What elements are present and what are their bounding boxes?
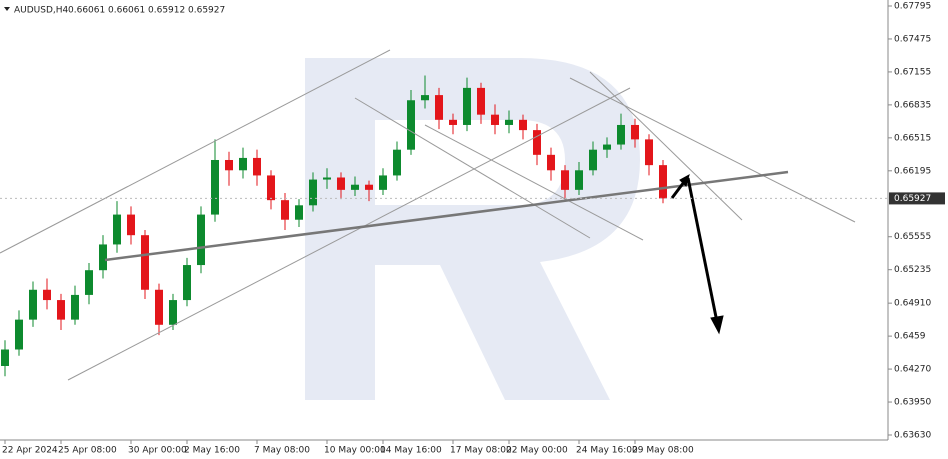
y-tick-label: 0.63950: [894, 398, 931, 408]
candle-body: [449, 119, 457, 125]
candle-body: [645, 139, 653, 166]
current-price-label: 0.65927: [894, 194, 931, 204]
candle-body: [253, 157, 261, 176]
plot-area: [1, 75, 667, 377]
y-tick-label: 0.67795: [894, 2, 931, 12]
candle-body: [211, 159, 219, 215]
candle-body: [239, 157, 247, 171]
channel-line: [67, 87, 631, 381]
y-tick-label: 0.66195: [894, 166, 931, 176]
candle-body: [127, 214, 135, 236]
candle-body: [561, 170, 569, 190]
candle-body: [393, 149, 401, 176]
candle-body: [85, 270, 93, 295]
candle-body: [533, 130, 541, 155]
x-tick-label: 22 Apr 2024: [2, 446, 58, 456]
candle-body: [407, 100, 415, 150]
trend-line: [569, 77, 856, 223]
candle-body: [421, 95, 429, 101]
candle-body: [575, 170, 583, 190]
candle-body: [281, 200, 289, 220]
candle-body: [225, 159, 233, 171]
candle-body: [267, 175, 275, 201]
candle-body: [113, 214, 121, 245]
y-tick-label: 0.67155: [894, 67, 931, 77]
trend-line: [354, 97, 591, 239]
candle-body: [491, 114, 499, 125]
candle-body: [505, 119, 513, 125]
ohlc-high: 0.66061: [108, 6, 145, 16]
x-tick-label: 24 May 16:00: [576, 446, 638, 456]
y-tick-label: 0.65235: [894, 265, 931, 275]
y-tick-label: 0.63630: [894, 431, 931, 441]
candle-body: [463, 87, 471, 125]
ohlc-open: 0.66061: [68, 6, 105, 16]
candle-body: [351, 184, 359, 190]
candle-body: [659, 165, 667, 199]
candle-body: [631, 124, 639, 140]
x-tick-label: 29 May 08:00: [632, 446, 694, 456]
candle-body: [141, 235, 149, 290]
candle-body: [547, 154, 555, 171]
trend-line: [424, 124, 644, 241]
support-line: [104, 170, 789, 262]
x-tick-label: 10 May 00:00: [324, 446, 386, 456]
current-price-box: [889, 192, 945, 205]
candle-body: [1, 349, 9, 366]
candle-body: [617, 124, 625, 145]
candle-body: [57, 300, 65, 320]
candle-body: [309, 179, 317, 206]
x-tick-label: 22 May 00:00: [506, 446, 568, 456]
candle-body: [435, 95, 443, 120]
candle-body: [43, 289, 51, 301]
candle-body: [519, 119, 527, 131]
y-tick-label: 0.6459: [894, 332, 926, 342]
x-tick-label: 25 Apr 08:00: [58, 446, 117, 456]
x-tick-label: 30 Apr 00:00: [128, 446, 187, 456]
y-tick-label: 0.64910: [894, 299, 931, 309]
y-tick-label: 0.67475: [894, 34, 931, 44]
trend-lines: [0, 49, 856, 381]
forecast-arrow: [670, 173, 724, 335]
y-tick-label: 0.64270: [894, 365, 931, 375]
candle-body: [379, 175, 387, 190]
candle-body: [99, 244, 107, 271]
y-tick-label: 0.66515: [894, 133, 931, 143]
x-tick-label: 17 May 08:00: [450, 446, 512, 456]
candle-body: [295, 205, 303, 220]
x-tick-label: 2 May 16:00: [184, 446, 240, 456]
ohlc-close: 0.65927: [188, 6, 225, 16]
y-tick-label: 0.65555: [894, 232, 931, 242]
candle-body: [197, 214, 205, 266]
candle-body: [29, 289, 37, 320]
candle-body: [589, 149, 597, 171]
candle-body: [603, 144, 611, 150]
symbol: AUDUSD,H4: [14, 6, 69, 16]
candle-body: [477, 87, 485, 115]
candle-body: [183, 265, 191, 301]
header: AUDUSD,H4 0.66061 0.66061 0.65912 0.6592…: [4, 6, 225, 16]
trend-line: [589, 71, 743, 221]
candle-body: [365, 184, 373, 190]
candle-body: [15, 319, 23, 350]
candle-body: [323, 177, 331, 180]
candle-body: [71, 294, 79, 320]
candle-body: [155, 289, 163, 325]
x-tick-label: 7 May 08:00: [254, 446, 310, 456]
ohlc-low: 0.65912: [148, 6, 185, 16]
x-tick-label: 14 May 16:00: [380, 446, 442, 456]
y-tick-label: 0.66835: [894, 100, 931, 110]
channel-line: [0, 49, 391, 254]
watermark: [305, 58, 640, 400]
candle-body: [169, 300, 177, 325]
candle-body: [337, 177, 345, 190]
